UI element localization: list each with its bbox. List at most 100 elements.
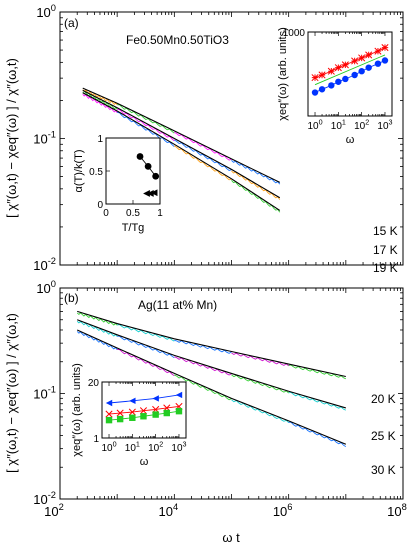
pb-data-trace [117, 349, 175, 377]
panel-b-chi-inset: 100 101 102 103 1 20 ω χeq″(ω) (arb. units) [71, 363, 187, 468]
inset-a-chi-x-tick-label: 100 [307, 118, 322, 133]
inset-b-chi-point [116, 409, 124, 417]
pb-series-line [76, 329, 347, 445]
inset-a-chi-x-tick-label: 103 [377, 118, 392, 133]
x-tick-label: 108 [387, 502, 407, 519]
inset-a-alpha-point [144, 162, 152, 170]
inset-a-chi-point [381, 44, 389, 52]
inset-b-chi-point [105, 399, 113, 407]
inset-a-alpha-y-label: α(T)/k(T) [73, 149, 85, 192]
pa-data-trace [117, 104, 175, 134]
pb-data-trace [174, 356, 232, 376]
inset-b-chi-point [139, 407, 148, 415]
pa-series-label: 15 K [373, 224, 398, 238]
inset-a-chi-point [374, 47, 382, 55]
pb-series-label: 25 K [371, 429, 396, 443]
inset-a-chi-point [318, 71, 326, 79]
inset-b-chi-point [129, 414, 136, 421]
inset-a-chi-point [365, 64, 372, 71]
inset-b-chi-y-tick-label: 1 [93, 434, 99, 445]
x-tick-label: 102 [44, 502, 64, 519]
inset-a-chi-point [342, 75, 349, 83]
pb-data-trace [231, 352, 289, 367]
panel-a-alpha-inset: 0 0.5 1 0 0.5 1 T/Tg α(T)/k(T) [73, 134, 163, 234]
inset-a-chi-point [351, 57, 359, 65]
pb-data-trace [288, 391, 346, 411]
inset-a-alpha-x-tick-label: 0.5 [126, 208, 140, 219]
inset-b-chi-x-label: ω [140, 456, 149, 468]
inset-a-alpha-point [136, 153, 144, 160]
inset-b-chi-series-line [108, 394, 180, 404]
inset-a-chi-series-line [314, 47, 386, 79]
inset-a-alpha-point [143, 190, 150, 197]
inset-b-chi-point [152, 411, 159, 418]
x-tick-label: 104 [158, 502, 178, 519]
inset-a-chi-point [365, 51, 373, 59]
inset-a-chi-x-tick-label: 101 [331, 118, 346, 133]
inset-a-chi-point [341, 61, 349, 69]
inset-b-chi-point [152, 395, 159, 402]
inset-a-alpha-point [146, 190, 154, 197]
inset-a-chi-point [311, 74, 319, 82]
pb-y-tick-label: 10-2 [33, 490, 56, 507]
pa-y-tick-label: 10-2 [33, 256, 56, 273]
inset-b-chi-point [140, 413, 147, 420]
inset-a-chi-y-label: χeq″(ω) (arb. units) [277, 27, 289, 120]
panel-b-plot: 10-2 10-1 100 102 104 106 108 20 K 25 K 30 K [33, 279, 407, 519]
inset-a-chi-y-tick-label: 1000 [283, 28, 306, 39]
inset-a-chi-point [334, 64, 342, 72]
pb-data-trace [288, 364, 346, 380]
inset-b-chi-point [129, 397, 136, 405]
panel-a-label: (a) [64, 16, 79, 30]
inset-b-chi-y-tick-label: 20 [88, 378, 100, 389]
pb-data-trace [174, 339, 232, 354]
y-axis-label-b: [ χ″(ω,t) − χeq″(ω) ] / χ″(ω,t) [4, 313, 19, 473]
inset-a-alpha-x-tick-label: 1 [157, 208, 163, 219]
inset-b-chi-point [105, 410, 113, 418]
inset-b-chi-point [175, 391, 183, 399]
inset-a-chi-point [318, 86, 326, 93]
panel-a-chi-inset: 100 101 102 103 1000 ω χeq″(ω) (arb. units) [277, 27, 393, 146]
inset-a-chi-point [381, 57, 389, 64]
pa-series-line [82, 87, 281, 183]
pb-series-label: 20 K [371, 392, 396, 406]
inset-a-chi-point [374, 60, 382, 67]
x-axis-label: ω t [222, 530, 240, 545]
inset-b-chi-y-label: χeq″(ω) (arb. units) [71, 363, 83, 456]
pa-data-trace [174, 131, 232, 161]
pb-y-tick-label: 10-1 [33, 385, 56, 402]
inset-b-chi-point [128, 408, 136, 416]
inset-a-alpha-y-tick-label: 0 [97, 200, 103, 211]
inset-a-chi-point [358, 54, 366, 62]
pa-data-trace [117, 108, 175, 142]
pa-series-label: 17 K [373, 243, 398, 257]
pa-data-trace [174, 145, 232, 181]
y-axis-label-a: [ χ″(ω,t) − χeq″(ω) ] / χ″(ω,t) [4, 58, 19, 218]
pb-data-trace [231, 374, 290, 394]
pb-series-label: 30 K [371, 463, 396, 477]
pb-data-trace [117, 335, 175, 359]
inset-a-chi-x-label: ω [346, 134, 355, 146]
inset-b-chi-point [175, 407, 183, 415]
pb-series-line [77, 310, 346, 378]
inset-b-chi-x-tick-label: 103 [171, 440, 186, 455]
inset-a-chi-series-line [314, 60, 386, 93]
inset-a-chi-point [335, 78, 342, 85]
inset-a-alpha-y-tick-label: 0.5 [89, 167, 103, 178]
inset-a-chi-point [328, 82, 335, 89]
pa-data-trace [231, 160, 281, 185]
pb-y-tick-label: 100 [36, 279, 56, 296]
inset-a-alpha-x-tick-label: 0 [103, 208, 109, 219]
inset-a-alpha-y-tick-label: 1 [97, 134, 103, 145]
inset-a-alpha-point [150, 189, 158, 197]
pa-y-tick-label: 100 [36, 3, 56, 20]
pa-series-label: 19 K [373, 261, 398, 275]
panel-a-title: Fe0.50Mn0.50TiO3 [126, 33, 229, 47]
pb-data-trace [231, 399, 290, 424]
inset-a-chi-series-line [314, 54, 386, 86]
pa-series-line [82, 92, 281, 211]
inset-b-chi-x-tick-label: 100 [101, 440, 116, 455]
inset-b-chi-point [105, 416, 113, 424]
pb-data-trace [76, 331, 118, 350]
